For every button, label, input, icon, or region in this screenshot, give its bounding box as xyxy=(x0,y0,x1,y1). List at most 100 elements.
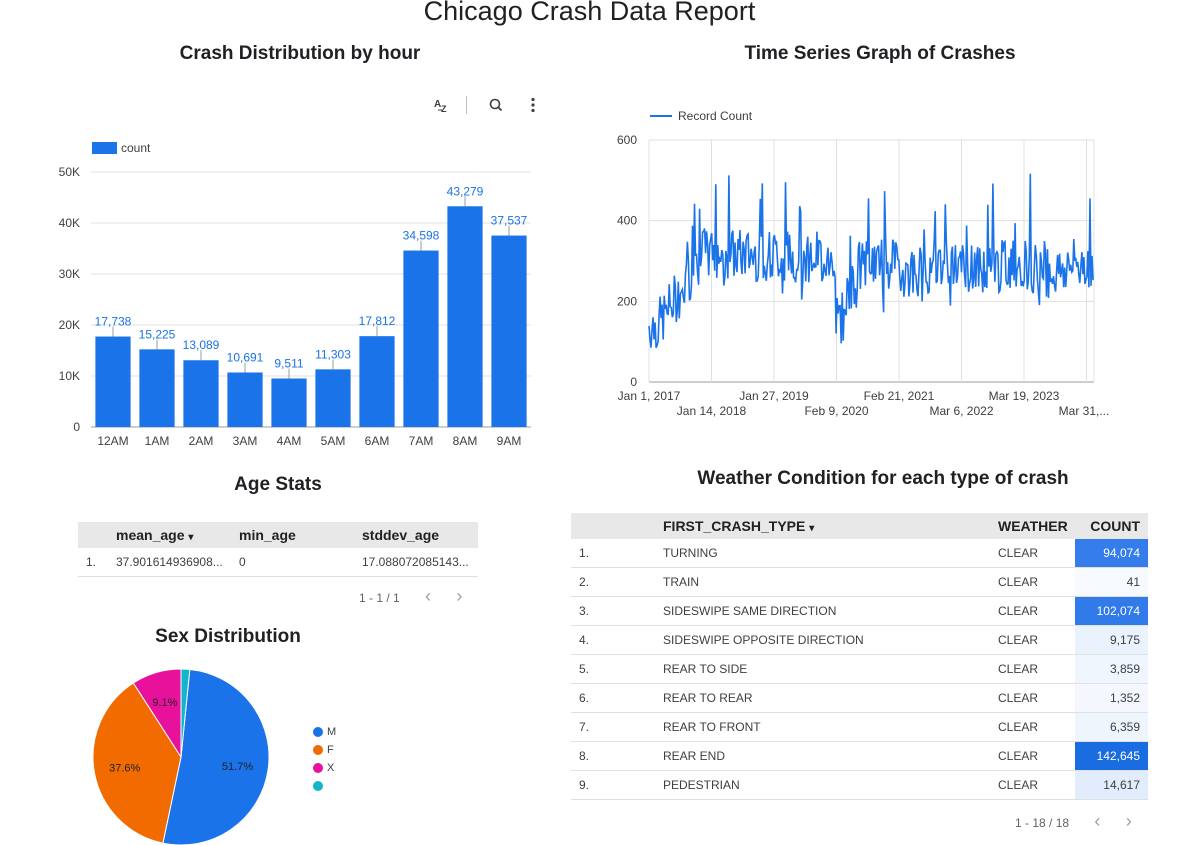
x-tick-label: 8AM xyxy=(453,434,478,448)
pie-slice[interactable] xyxy=(162,668,270,845)
legend-item-f[interactable]: F xyxy=(313,741,336,759)
next-page-icon[interactable]: › xyxy=(456,586,463,606)
sort-desc-icon: ▾ xyxy=(188,532,194,543)
legend-dot xyxy=(313,745,323,756)
bar-value-label: 11,303 xyxy=(315,347,351,361)
legend-item-m[interactable]: M xyxy=(313,723,336,741)
count-cell: 14,617 xyxy=(1075,770,1148,800)
weather-cell: CLEAR xyxy=(998,770,1075,800)
mean-age-cell: 37.901614936908... xyxy=(116,548,239,577)
bar[interactable] xyxy=(403,250,439,427)
table-row[interactable]: 4. SIDESWIPE OPPOSITE DIRECTION CLEAR 9,175 xyxy=(571,625,1148,655)
column-header-stddev-age[interactable]: stddev_age xyxy=(362,522,478,548)
x-tick-label: 4AM xyxy=(277,434,302,448)
zoom-icon[interactable] xyxy=(487,96,505,117)
x-tick-label: Feb 21, 2021 xyxy=(864,389,935,403)
bar[interactable] xyxy=(227,372,263,427)
table-row[interactable]: 2. TRAIN CLEAR 41 xyxy=(571,567,1148,597)
table-row[interactable]: 9. PEDESTRIAN CLEAR 14,617 xyxy=(571,770,1148,800)
slice-value-label: 9.1% xyxy=(152,697,177,709)
weather-cell: CLEAR xyxy=(998,741,1075,771)
legend-dot xyxy=(313,727,323,738)
more-vert-icon[interactable] xyxy=(525,96,543,117)
pie-slice[interactable] xyxy=(180,668,191,758)
bar[interactable] xyxy=(491,235,527,427)
weather-table-title: Weather Condition for each type of crash xyxy=(697,468,1069,489)
x-tick-label: 6AM xyxy=(365,434,390,448)
column-header-count[interactable]: COUNT xyxy=(1075,513,1148,539)
y-tick-label: 0 xyxy=(73,420,80,434)
x-tick-label: Jan 1, 2017 xyxy=(618,389,681,403)
bar-value-label: 17,738 xyxy=(95,315,132,329)
crash-type-cell: SIDESWIPE SAME DIRECTION xyxy=(663,596,998,626)
row-index: 3. xyxy=(571,596,663,626)
row-index: 9. xyxy=(571,770,663,800)
column-header-weather[interactable]: WEATHER xyxy=(998,513,1075,539)
x-tick-label: 1AM xyxy=(145,434,170,448)
table-row[interactable]: 7. REAR TO FRONT CLEAR 6,359 xyxy=(571,712,1148,742)
bar[interactable] xyxy=(183,360,219,427)
bar-value-label: 34,598 xyxy=(403,229,440,243)
legend-item-x[interactable]: X xyxy=(313,759,336,777)
timeseries-chart: 0 200 400 600 Jan 1, 2017 Jan 27, 2019 Feb 21,… xyxy=(617,133,1109,418)
legend-item-other[interactable] xyxy=(313,777,336,795)
x-tick-label: 5AM xyxy=(321,434,346,448)
y-tick-label: 20K xyxy=(59,318,80,332)
bar[interactable] xyxy=(95,336,131,427)
column-header-crash-type[interactable]: FIRST_CRASH_TYPE ▾ xyxy=(663,513,998,539)
row-index-header xyxy=(78,522,116,548)
toolbar-divider xyxy=(466,96,467,114)
column-header-min-age[interactable]: min_age xyxy=(239,522,362,548)
bar[interactable] xyxy=(315,369,351,427)
count-cell: 1,352 xyxy=(1075,683,1148,713)
x-tick-label: Jan 27, 2019 xyxy=(739,389,809,403)
timeseries-title: Time Series Graph of Crashes xyxy=(744,43,1016,64)
bar-value-label: 37,537 xyxy=(491,214,528,228)
crash-type-cell: REAR TO REAR xyxy=(663,683,998,713)
bar[interactable] xyxy=(359,336,395,427)
weather-cell: CLEAR xyxy=(998,683,1075,713)
age-stats-title: Age Stats xyxy=(234,474,322,495)
y-tick-label: 10K xyxy=(59,369,80,383)
age-stats-table: mean_age ▾ min_age stddev_age 1. 37.9016… xyxy=(78,522,478,577)
crash-type-cell: SIDESWIPE OPPOSITE DIRECTION xyxy=(663,625,998,655)
column-header-mean-age[interactable]: mean_age ▾ xyxy=(116,522,239,548)
bar[interactable] xyxy=(271,378,307,427)
weather-cell: CLEAR xyxy=(998,539,1075,568)
table-row[interactable]: 3. SIDESWIPE SAME DIRECTION CLEAR 102,074 xyxy=(571,596,1148,626)
table-row[interactable]: 1. TURNING CLEAR 94,074 xyxy=(571,539,1148,568)
next-page-icon[interactable]: › xyxy=(1125,811,1132,831)
bar[interactable] xyxy=(139,349,175,427)
timeseries-legend-label: Record Count xyxy=(678,109,753,123)
bar-value-label: 9,511 xyxy=(274,356,303,370)
weather-cell: CLEAR xyxy=(998,596,1075,626)
row-index: 6. xyxy=(571,683,663,713)
y-tick-label: 0 xyxy=(630,375,637,389)
sex-pie-chart: 51.7% 37.6% 9.1% xyxy=(92,668,270,845)
weather-cell: CLEAR xyxy=(998,625,1075,655)
timeseries-legend-line xyxy=(650,115,672,117)
row-index: 7. xyxy=(571,712,663,742)
series-line[interactable] xyxy=(648,173,1094,349)
bar[interactable] xyxy=(447,206,483,427)
weather-cell: CLEAR xyxy=(998,567,1075,597)
min-age-cell: 0 xyxy=(239,548,362,577)
prev-page-icon[interactable]: ‹ xyxy=(425,586,432,606)
sex-legend: M F X xyxy=(313,723,336,795)
prev-page-icon[interactable]: ‹ xyxy=(1094,811,1101,831)
count-cell: 142,645 xyxy=(1075,741,1148,771)
row-index: 4. xyxy=(571,625,663,655)
crash-type-cell: TURNING xyxy=(663,539,998,568)
age-stats-pager: 1 - 1 / 1 ‹ › xyxy=(359,586,462,607)
table-row[interactable]: 5. REAR TO SIDE CLEAR 3,859 xyxy=(571,654,1148,684)
hour-legend-label: count xyxy=(121,141,151,155)
table-row[interactable]: 6. REAR TO REAR CLEAR 1,352 xyxy=(571,683,1148,713)
table-row[interactable]: 8. REAR END CLEAR 142,645 xyxy=(571,741,1148,771)
crash-type-cell: TRAIN xyxy=(663,567,998,597)
table-row[interactable]: 1. 37.901614936908... 0 17.088072085143.… xyxy=(78,548,478,577)
x-tick-label: Feb 9, 2020 xyxy=(804,404,868,418)
row-index: 2. xyxy=(571,567,663,597)
x-tick-label: 12AM xyxy=(97,434,128,448)
bar-value-label: 15,225 xyxy=(139,327,176,341)
